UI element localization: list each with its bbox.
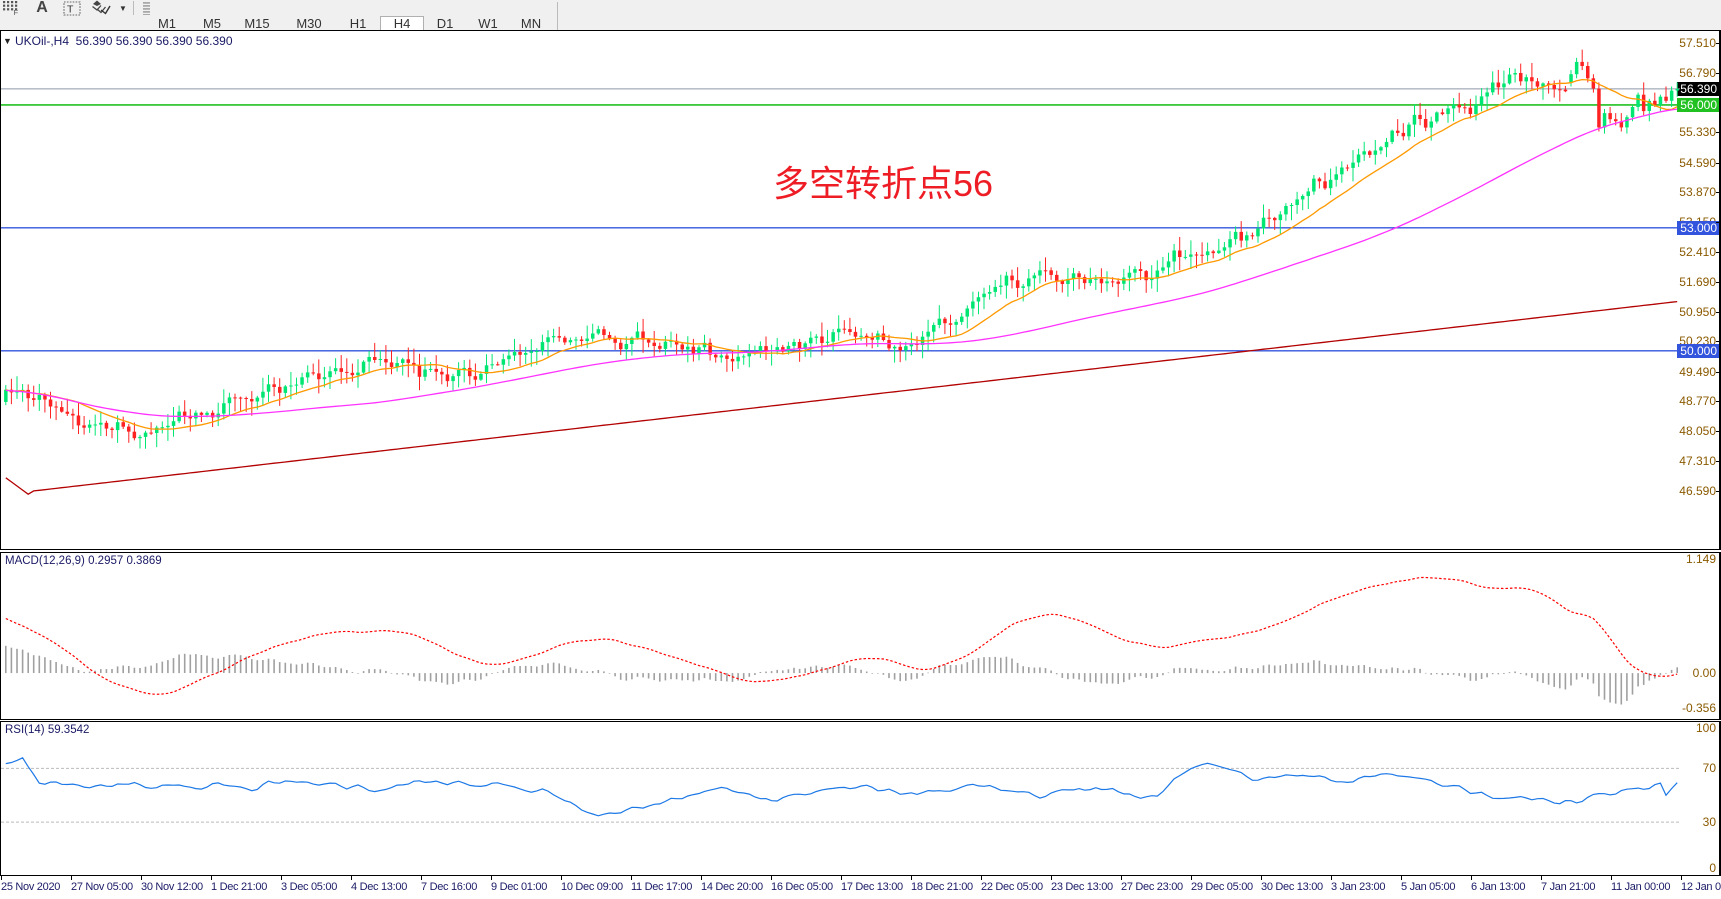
svg-text:T: T — [67, 3, 74, 15]
svg-text:F: F — [14, 8, 19, 15]
